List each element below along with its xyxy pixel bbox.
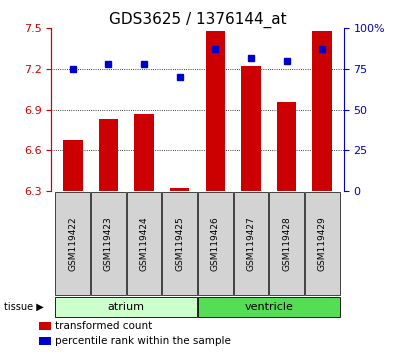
Title: GDS3625 / 1376144_at: GDS3625 / 1376144_at	[109, 12, 286, 28]
FancyBboxPatch shape	[126, 192, 162, 295]
Text: GSM119422: GSM119422	[68, 216, 77, 271]
FancyBboxPatch shape	[198, 192, 233, 295]
FancyBboxPatch shape	[198, 297, 340, 318]
Bar	[134, 114, 154, 191]
FancyBboxPatch shape	[233, 192, 269, 295]
Text: tissue ▶: tissue ▶	[4, 302, 43, 312]
Text: GSM119425: GSM119425	[175, 216, 184, 271]
Bar	[312, 31, 332, 191]
FancyBboxPatch shape	[269, 192, 304, 295]
FancyBboxPatch shape	[55, 297, 197, 318]
Text: atrium: atrium	[108, 302, 145, 312]
Bar	[39, 322, 51, 330]
Text: percentile rank within the sample: percentile rank within the sample	[55, 336, 231, 347]
Text: ventricle: ventricle	[245, 302, 293, 312]
FancyBboxPatch shape	[305, 192, 340, 295]
Text: GSM119429: GSM119429	[318, 216, 327, 271]
FancyBboxPatch shape	[162, 192, 197, 295]
Text: transformed count: transformed count	[55, 321, 152, 331]
Text: GSM119426: GSM119426	[211, 216, 220, 271]
Bar	[63, 139, 83, 191]
Text: GSM119427: GSM119427	[246, 216, 256, 271]
Text: GSM119428: GSM119428	[282, 216, 291, 271]
Bar	[170, 188, 190, 191]
Bar	[241, 66, 261, 191]
FancyBboxPatch shape	[55, 192, 90, 295]
Bar	[39, 337, 51, 346]
FancyBboxPatch shape	[91, 192, 126, 295]
Text: GSM119424: GSM119424	[139, 216, 149, 271]
Text: GSM119423: GSM119423	[104, 216, 113, 271]
Bar	[99, 119, 118, 191]
Bar	[205, 31, 225, 191]
Bar	[277, 102, 296, 191]
